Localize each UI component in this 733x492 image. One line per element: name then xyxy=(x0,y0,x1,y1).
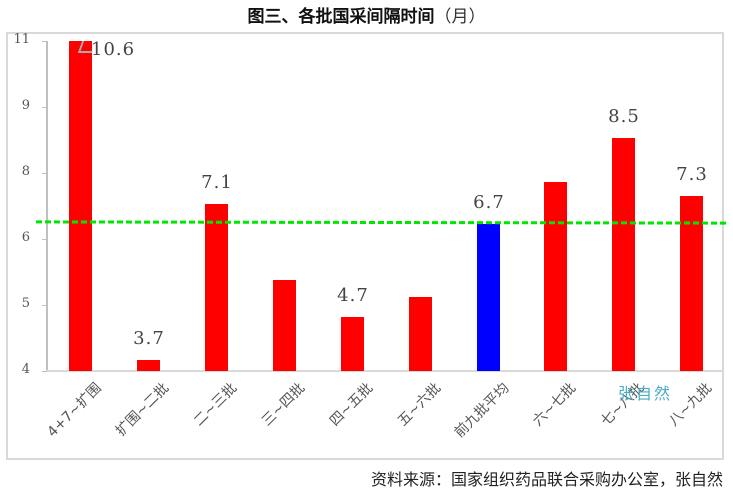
bar xyxy=(612,138,635,371)
chart-title: 图三、各批国采间隔时间（月） xyxy=(0,2,733,27)
y-tick-label: 5 xyxy=(21,296,30,311)
data-label: 7.1 xyxy=(201,172,233,193)
y-tick-label: 8 xyxy=(21,164,30,179)
y-tick xyxy=(42,107,47,108)
bar xyxy=(273,280,296,371)
chart-title-main: 图三、各批国采间隔时间 xyxy=(247,7,435,27)
chart-title-unit: （月） xyxy=(434,7,486,27)
bar xyxy=(680,196,703,371)
y-tick-label: 6 xyxy=(21,230,30,245)
data-label: 8.5 xyxy=(608,106,640,127)
bar xyxy=(205,204,228,371)
bar xyxy=(69,41,92,371)
bar xyxy=(137,360,160,371)
y-axis xyxy=(46,41,48,372)
y-tick-label: 11 xyxy=(13,32,30,47)
data-label: 7.3 xyxy=(676,164,708,185)
data-label: 4.7 xyxy=(337,285,369,306)
bar xyxy=(409,297,432,371)
data-label: 3.7 xyxy=(133,328,165,349)
y-tick-label: 4 xyxy=(21,362,30,377)
y-tick-label: 9 xyxy=(21,98,30,113)
y-tick xyxy=(42,305,47,306)
bar xyxy=(477,224,500,371)
watermark: 张自然 xyxy=(618,384,673,403)
bar xyxy=(341,317,364,371)
data-label: 10.6 xyxy=(91,39,136,60)
bar xyxy=(544,182,567,371)
y-tick xyxy=(42,371,47,372)
y-tick xyxy=(42,173,47,174)
x-axis xyxy=(46,370,722,372)
source-note: 资料来源：国家组织药品联合采购办公室，张自然 xyxy=(370,470,723,489)
chart-frame xyxy=(6,32,724,460)
y-tick xyxy=(42,239,47,240)
y-tick xyxy=(42,41,47,42)
data-label: 6.7 xyxy=(473,192,505,213)
